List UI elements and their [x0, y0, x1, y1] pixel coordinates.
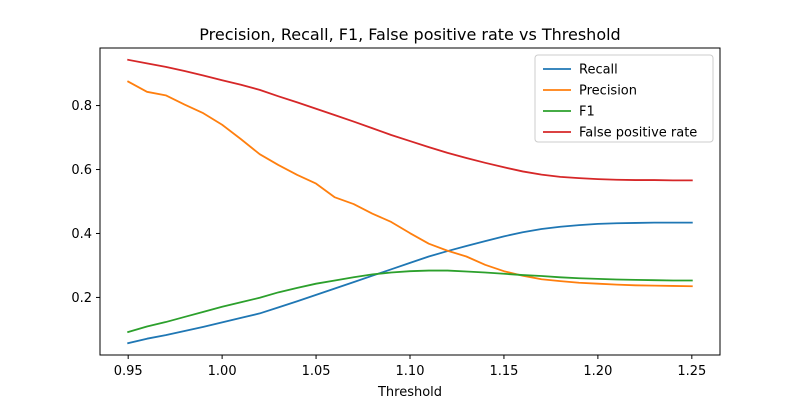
x-tick-label: 1.10 [396, 364, 425, 379]
series-line-3 [127, 58, 693, 182]
legend-box [534, 54, 714, 143]
series-line-0 [127, 221, 693, 345]
legend-label-1: Precision [579, 84, 637, 99]
x-tick-label: 1.20 [583, 364, 612, 379]
x-tick-label: 1.15 [489, 364, 518, 379]
y-tick-label: 0.4 [71, 227, 92, 242]
y-tick-label: 0.2 [71, 291, 92, 306]
legend-label-3: False positive rate [579, 126, 697, 141]
x-tick-label: 0.95 [114, 364, 143, 379]
legend: Recall Precision F1 False positive rate [534, 54, 714, 143]
plot-area [126, 58, 693, 345]
x-tick-label: 1.00 [208, 364, 237, 379]
x-axis-ticks: 0.95 1.00 1.05 1.10 1.15 1.20 1.25 [114, 355, 706, 379]
series-line-1 [126, 80, 693, 288]
y-tick-label: 0.6 [71, 163, 92, 178]
series-line-2 [127, 269, 693, 334]
legend-label-0: Recall [579, 63, 618, 78]
y-tick-label: 0.8 [71, 99, 92, 114]
legend-label-2: F1 [579, 105, 595, 120]
x-tick-label: 1.05 [302, 364, 331, 379]
y-axis-ticks: 0.2 0.4 0.6 0.8 [71, 99, 100, 306]
x-tick-label: 1.25 [677, 364, 706, 379]
chart-title: Precision, Recall, F1, False positive ra… [199, 25, 620, 44]
x-axis-label: Threshold [377, 385, 442, 400]
